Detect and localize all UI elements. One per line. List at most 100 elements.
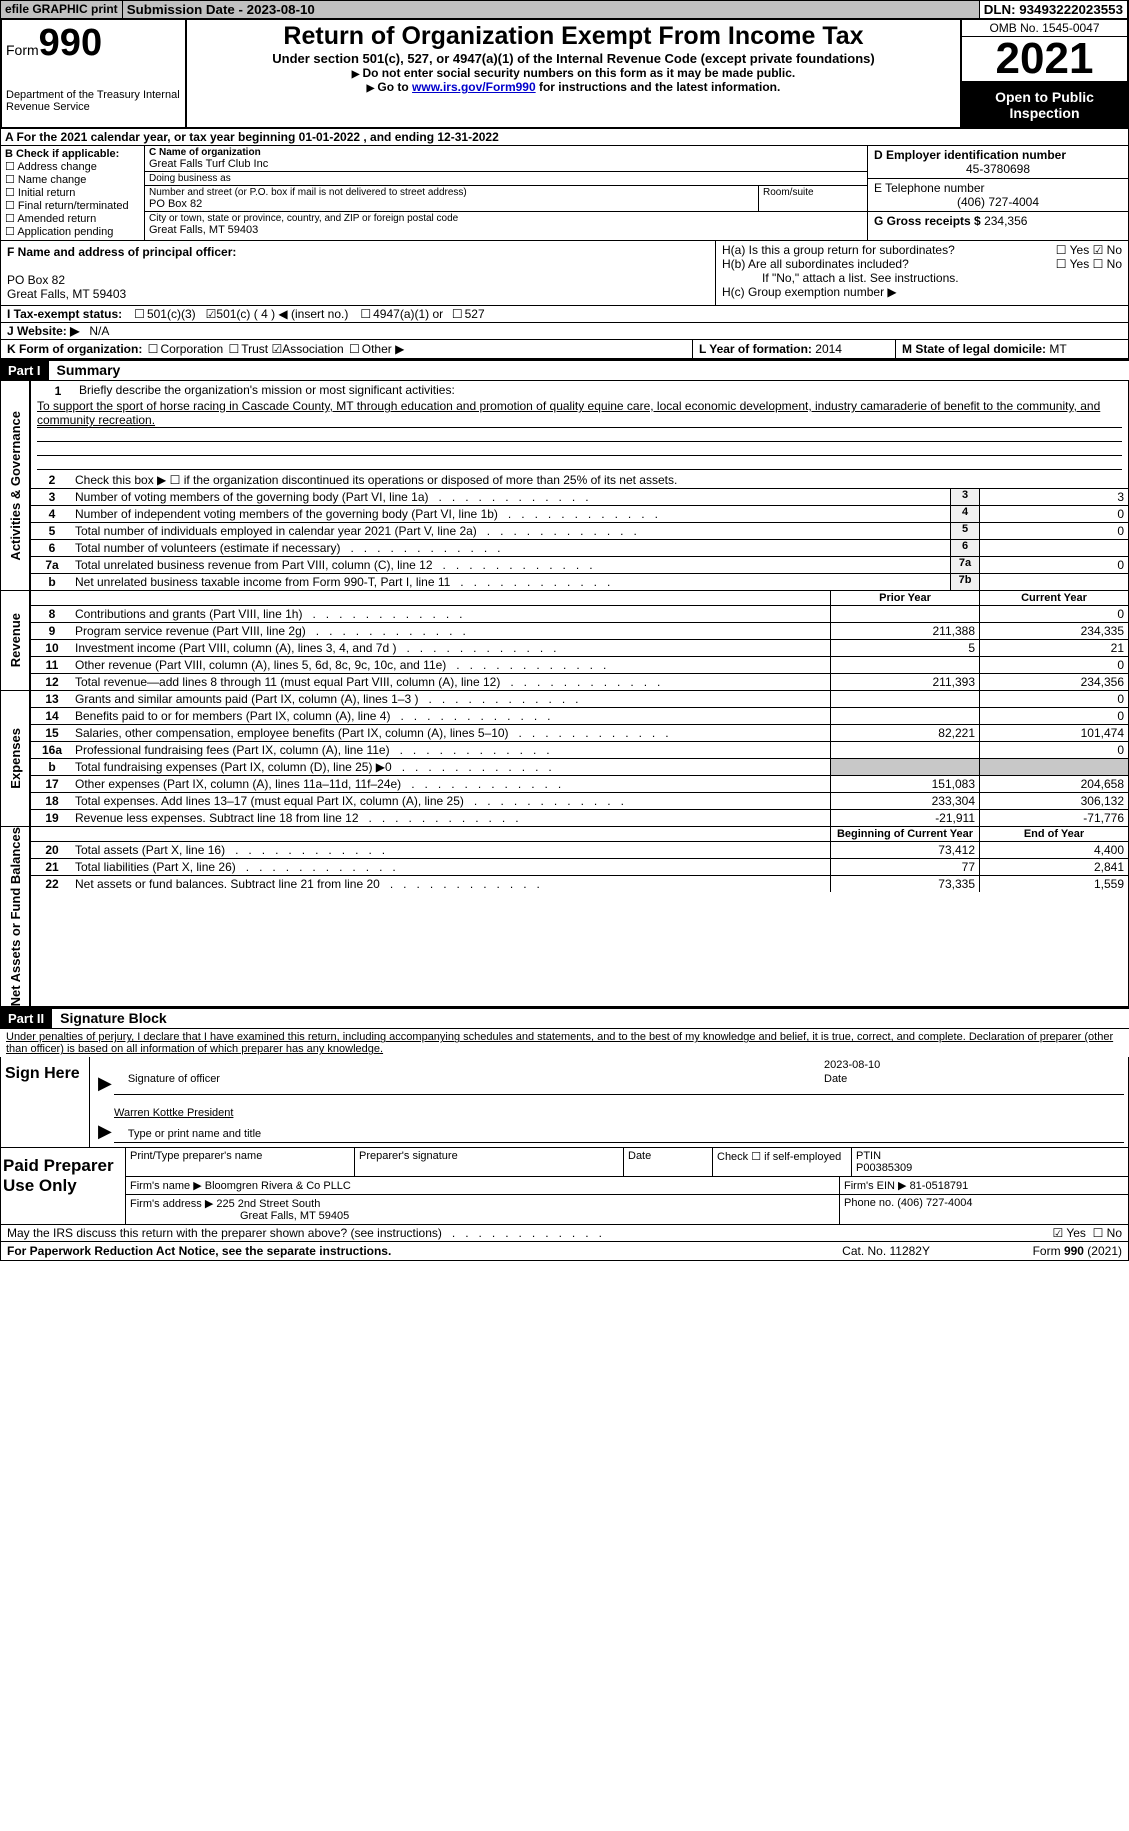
officer-group-block: F Name and address of principal officer:… — [0, 241, 1129, 306]
mission-label: Briefly describe the organization's miss… — [79, 383, 455, 399]
prior-value: 73,335 — [830, 876, 979, 892]
col-beginning-year: Beginning of Current Year — [830, 827, 979, 841]
curr-value — [979, 759, 1128, 775]
check-amended[interactable]: Amended return — [5, 212, 140, 225]
curr-value: 2,841 — [979, 859, 1128, 875]
check-address-change[interactable]: Address change — [5, 160, 140, 173]
ha-label: H(a) Is this a group return for subordin… — [722, 243, 1056, 257]
status-527[interactable] — [450, 307, 465, 321]
ein-label: D Employer identification number — [874, 148, 1122, 162]
privacy-note: Do not enter social security numbers on … — [193, 66, 954, 80]
line-desc: Net unrelated business taxable income fr… — [73, 574, 950, 590]
curr-value: 0 — [979, 742, 1128, 758]
ha-no[interactable]: No — [1093, 243, 1122, 257]
form-header: Form990 Department of the Treasury Inter… — [0, 20, 1129, 129]
self-employed-check[interactable]: Check ☐ if self-employed — [713, 1148, 852, 1176]
box-l-label: L Year of formation: — [699, 342, 812, 356]
firm-phone-value: (406) 727-4004 — [897, 1197, 972, 1209]
hb-no[interactable]: No — [1093, 257, 1122, 271]
org-other[interactable] — [347, 342, 362, 356]
sign-here-block: Sign Here 2023-08-10 Signature of office… — [0, 1057, 1129, 1148]
form-title: Return of Organization Exempt From Incom… — [193, 22, 954, 51]
line-num-box: 6 — [950, 540, 979, 556]
line-desc: Total unrelated business revenue from Pa… — [73, 557, 950, 573]
org-association[interactable] — [271, 342, 282, 356]
line-value: 0 — [979, 523, 1128, 539]
expenses-section: Expenses 13Grants and similar amounts pa… — [0, 691, 1129, 827]
dln-label: DLN: 93493222023553 — [980, 1, 1128, 18]
status-501c[interactable] — [206, 307, 217, 321]
city-label: City or town, state or province, country… — [149, 213, 863, 224]
line-desc: Grants and similar amounts paid (Part IX… — [73, 691, 830, 707]
status-4947[interactable] — [358, 307, 373, 321]
org-association-label: Association — [282, 342, 343, 356]
status-501c3[interactable] — [132, 307, 147, 321]
officer-addr1: PO Box 82 — [7, 273, 709, 287]
tax-period: A For the 2021 calendar year, or tax yea… — [0, 129, 1129, 146]
prior-value — [830, 759, 979, 775]
discuss-yes[interactable]: Yes — [1052, 1226, 1085, 1240]
part-i-title: Summary — [57, 362, 121, 378]
line-num-box: 4 — [950, 506, 979, 522]
status-501c-label: 501(c) ( 4 ) ◀ (insert no.) — [216, 307, 348, 321]
efile-button[interactable]: efile GRAPHIC print — [1, 1, 123, 18]
curr-value: 204,658 — [979, 776, 1128, 792]
side-label-revenue: Revenue — [8, 613, 23, 667]
state-domicile: MT — [1049, 342, 1066, 356]
org-corporation[interactable] — [146, 342, 161, 356]
box-j-label: J Website: ▶ — [7, 324, 79, 338]
status-4947-label: 4947(a)(1) or — [373, 307, 443, 321]
officer-name-label: Type or print name and title — [114, 1121, 1124, 1143]
street-label: Number and street (or P.O. box if mail i… — [149, 187, 754, 198]
sign-here-label: Sign Here — [1, 1057, 90, 1147]
line-value — [979, 574, 1128, 590]
street-value: PO Box 82 — [149, 198, 754, 210]
dept-treasury: Department of the Treasury Internal Reve… — [6, 89, 181, 113]
curr-value: 0 — [979, 708, 1128, 724]
line-num-box: 7a — [950, 557, 979, 573]
hb-yes[interactable]: Yes — [1056, 257, 1089, 271]
line-desc: Other revenue (Part VIII, column (A), li… — [73, 657, 830, 673]
prior-value — [830, 657, 979, 673]
line-desc: Number of voting members of the governin… — [73, 489, 950, 505]
part-i-badge: Part I — [0, 361, 49, 380]
line-desc: Total liabilities (Part X, line 26) — [73, 859, 830, 875]
prior-value: 233,304 — [830, 793, 979, 809]
form-subtitle: Under section 501(c), 527, or 4947(a)(1)… — [193, 51, 954, 66]
line-value: 0 — [979, 557, 1128, 573]
preparer-date-label: Date — [624, 1148, 713, 1176]
check-name-change[interactable]: Name change — [5, 173, 140, 186]
curr-value: 0 — [979, 606, 1128, 622]
org-name-label: C Name of organization — [149, 147, 863, 158]
phone-label: E Telephone number — [874, 181, 1122, 195]
check-application-pending[interactable]: Application pending — [5, 225, 140, 238]
part-i-header: Part I Summary — [0, 359, 1129, 381]
side-label-ag: Activities & Governance — [8, 411, 23, 561]
org-trust[interactable] — [226, 342, 241, 356]
line-desc: Program service revenue (Part VIII, line… — [73, 623, 830, 639]
gross-receipts-value: 234,356 — [984, 214, 1027, 228]
line-desc: Total revenue—add lines 8 through 11 (mu… — [73, 674, 830, 690]
line-num-box: 5 — [950, 523, 979, 539]
discuss-no[interactable]: No — [1093, 1226, 1122, 1240]
line-desc: Total expenses. Add lines 13–17 (must eq… — [73, 793, 830, 809]
irs-link[interactable]: www.irs.gov/Form990 — [412, 80, 536, 94]
form-number: 990 — [39, 22, 102, 64]
check-initial-return[interactable]: Initial return — [5, 186, 140, 199]
tax-exempt-status-row: I Tax-exempt status: 501(c)(3) 501(c) ( … — [0, 306, 1129, 323]
check-final-return[interactable]: Final return/terminated — [5, 199, 140, 212]
box-i-label: I Tax-exempt status: — [7, 307, 122, 321]
prior-value — [830, 606, 979, 622]
curr-value: 306,132 — [979, 793, 1128, 809]
line-desc: Benefits paid to or for members (Part IX… — [73, 708, 830, 724]
preparer-sig-label: Preparer's signature — [355, 1148, 624, 1176]
room-suite-label: Room/suite — [759, 186, 867, 211]
ha-yes[interactable]: Yes — [1056, 243, 1089, 257]
revenue-section: Revenue Prior YearCurrent Year 8Contribu… — [0, 591, 1129, 691]
box-m-label: M State of legal domicile: — [902, 342, 1046, 356]
tax-year: 2021 — [962, 37, 1127, 83]
org-trust-label: Trust — [241, 342, 268, 356]
sign-date-value: 2023-08-10 — [824, 1059, 1124, 1071]
firm-addr-value: 225 2nd Street South — [216, 1198, 320, 1210]
hb-note: If "No," attach a list. See instructions… — [722, 271, 1122, 285]
